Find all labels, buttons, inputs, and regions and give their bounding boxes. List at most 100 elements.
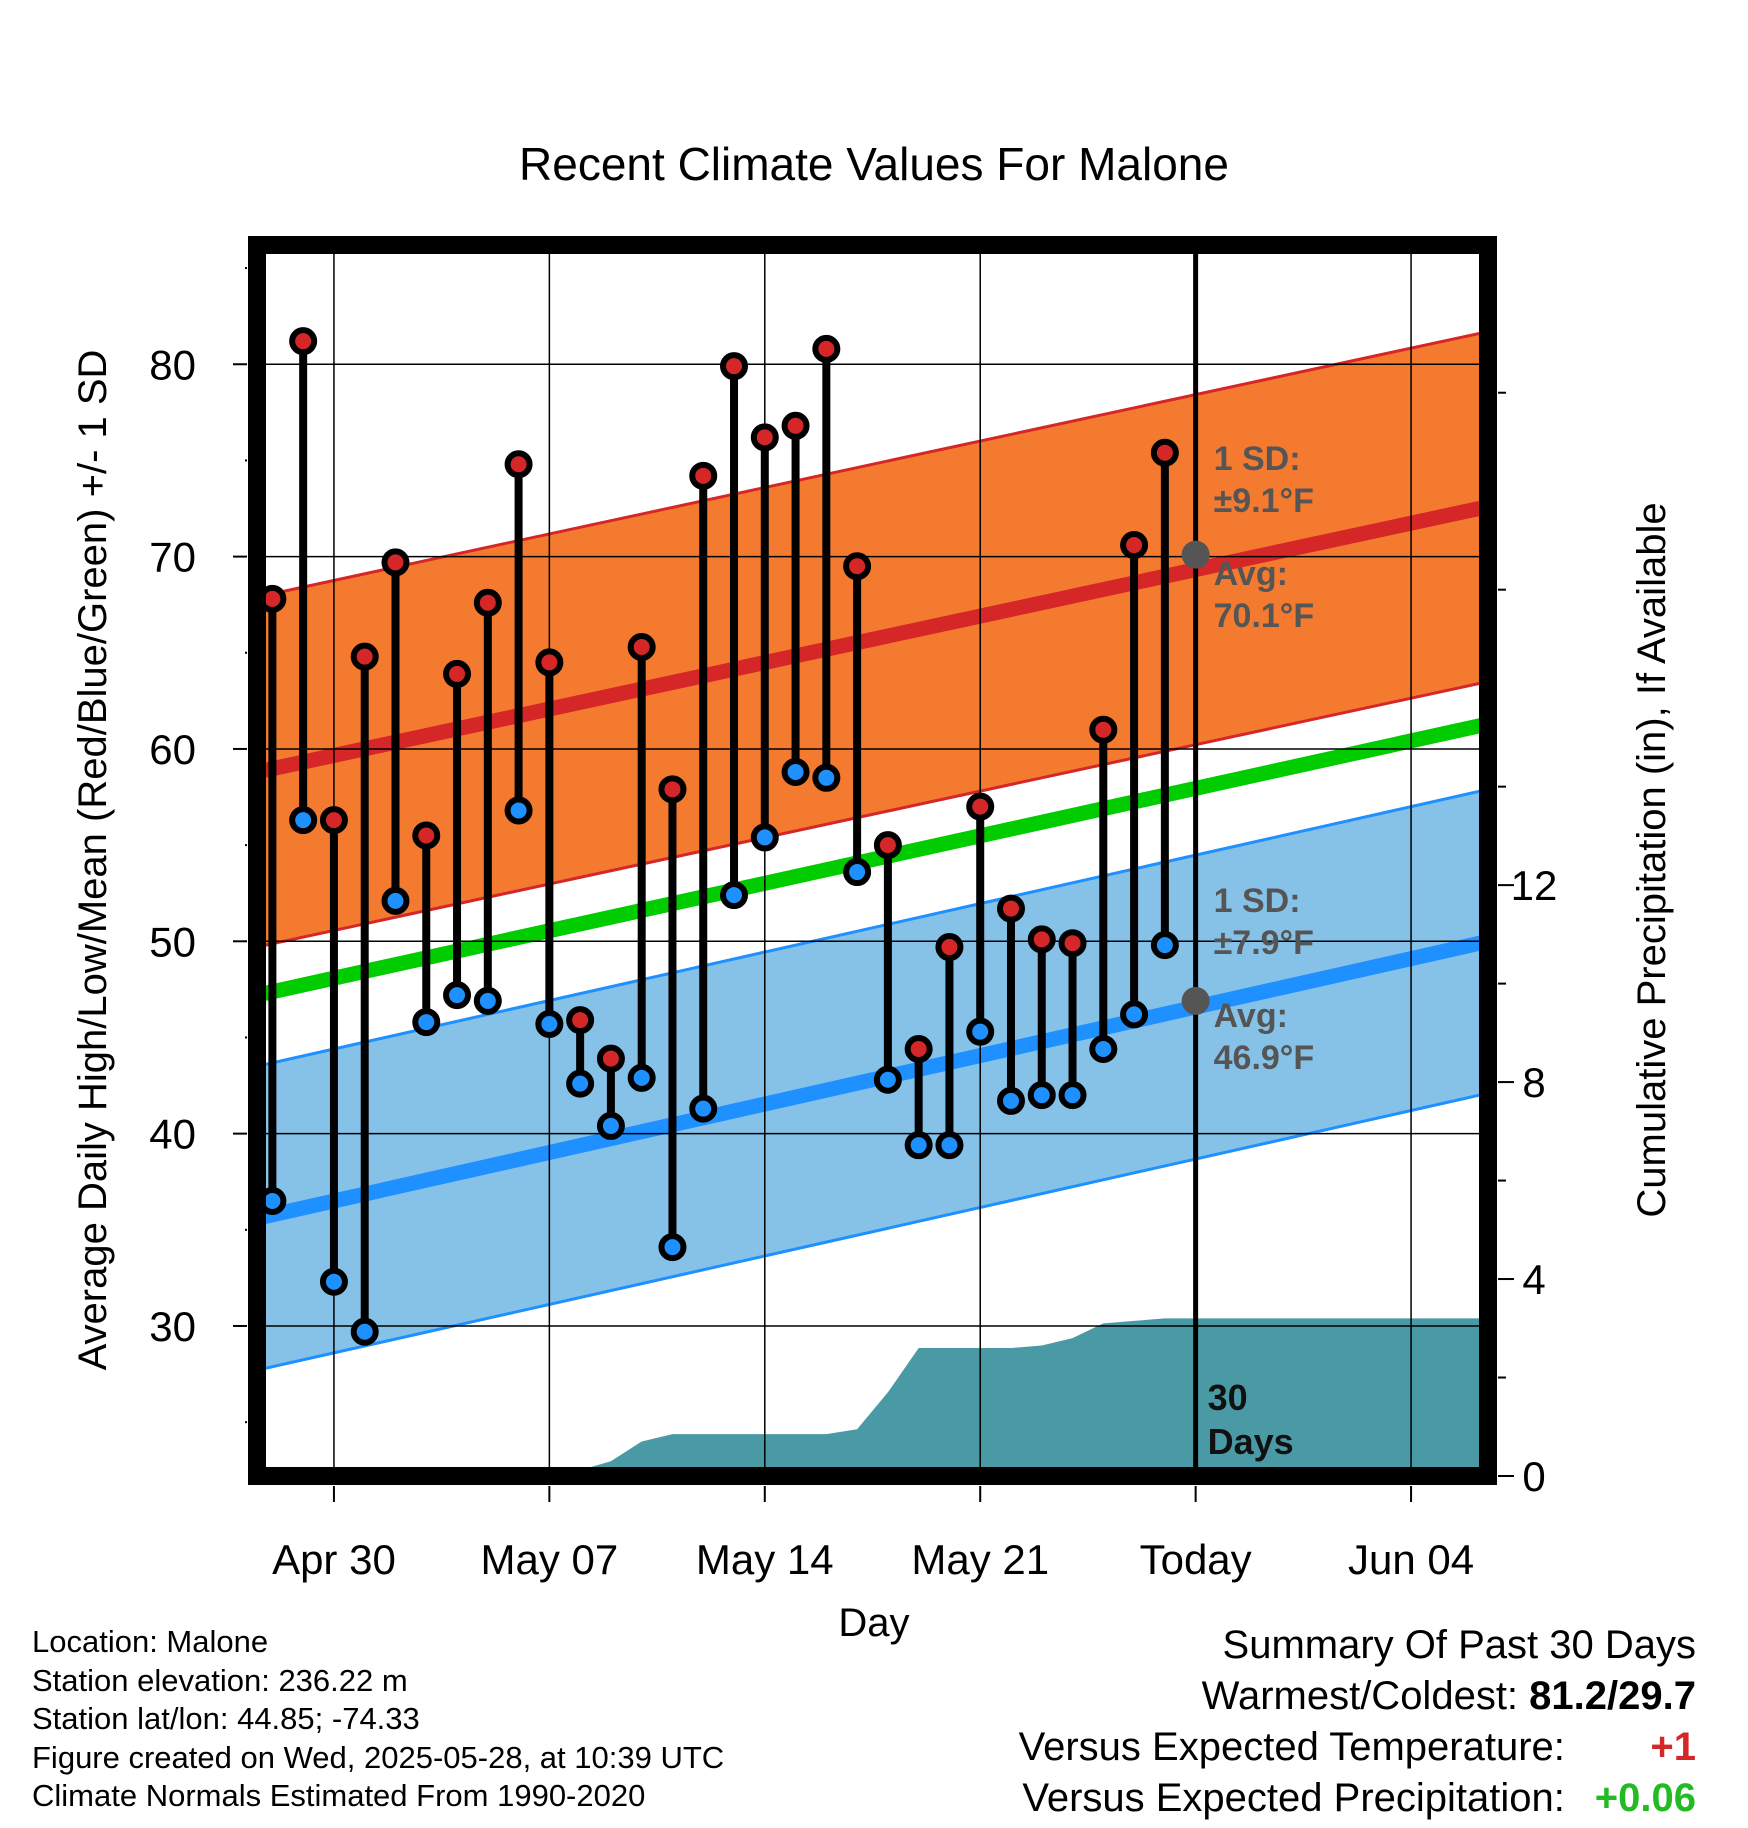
precip-area: [257, 1318, 1488, 1476]
y-tick-label: 40: [149, 1111, 196, 1158]
x-tick-label: Jun 04: [1348, 1536, 1474, 1583]
daily-high-point: [596, 1044, 625, 1073]
daily-high-point: [873, 831, 902, 860]
high-avg-label-1: Avg:: [1214, 555, 1288, 593]
daily-low-point: [566, 1069, 595, 1098]
x-tick-label: Today: [1140, 1536, 1252, 1583]
precip-label: Versus Expected Precipitation:: [1022, 1776, 1565, 1820]
latlon-text: Station lat/lon: 44.85; -74.33: [32, 1701, 420, 1736]
created-text: Figure created on Wed, 2025-05-28, at 10…: [32, 1739, 725, 1775]
daily-high-point: [843, 552, 872, 581]
y2-axis-label: Cumulative Precipitation (in), If Availa…: [1630, 502, 1674, 1217]
high-sd-lower-line: [257, 680, 1488, 949]
daily-low-point: [381, 886, 410, 915]
high-sd-label-1: 1 SD:: [1214, 440, 1301, 478]
today-days-label: 30: [1208, 1377, 1248, 1418]
summary-precip: Versus Expected Precipitation: +0.06: [1019, 1773, 1696, 1824]
summary-title: Summary Of Past 30 Days: [1222, 1623, 1696, 1667]
summary-panel: Summary Of Past 30 Days Warmest/Coldest:…: [1019, 1620, 1696, 1824]
daily-high-point: [412, 821, 441, 850]
daily-low-point: [873, 1065, 902, 1094]
y2-tick-label: 0: [1522, 1453, 1545, 1500]
chart-title: Recent Climate Values For Malone: [519, 138, 1229, 190]
daily-low-point: [996, 1086, 1025, 1115]
normal-mean-line: [257, 716, 1488, 1003]
elevation-text: Station elevation: 236.22 m: [32, 1662, 408, 1698]
low-sd-upper-line: [257, 787, 1488, 1068]
daily-high-point: [781, 411, 810, 440]
summary-warm-cold: Warmest/Coldest: 81.2/29.7: [1019, 1671, 1696, 1722]
daily-high-point: [935, 933, 964, 962]
daily-low-point: [966, 1017, 995, 1046]
daily-high-point: [966, 792, 995, 821]
daily-low-point: [1120, 1000, 1149, 1029]
daily-high-point: [720, 352, 749, 381]
daily-high-point: [350, 642, 379, 671]
low-avg-label-1: Avg:: [1214, 997, 1288, 1035]
daily-low-point: [627, 1063, 656, 1092]
normals-text: Climate Normals Estimated From 1990-2020: [32, 1778, 646, 1813]
y2-tick-label: 8: [1522, 1059, 1545, 1106]
daily-high-point: [443, 659, 472, 688]
plot-inner: 1 SD: ±9.1°F Avg: 70.1°F 1 SD: ±7.9°F Avg: 46.9…: [257, 245, 1488, 1476]
summary-temp: Versus Expected Temperature: +1: [1019, 1722, 1696, 1773]
daily-high-point: [381, 548, 410, 577]
x-tick-label: Apr 30: [272, 1536, 396, 1583]
daily-high-point: [289, 327, 318, 356]
low-sd-lower-line: [257, 1091, 1488, 1372]
daily-low-point: [473, 986, 502, 1015]
plot-frame: [248, 236, 1497, 1485]
y-tick-label: 60: [149, 726, 196, 773]
x-tick-label: May 07: [480, 1536, 618, 1583]
high-avg-label-2: 70.1°F: [1214, 597, 1315, 635]
daily-high-point: [750, 423, 779, 452]
daily-high-point: [658, 775, 687, 804]
low-avg-label-2: 46.9°F: [1214, 1039, 1315, 1077]
high-sd-label-2: ±9.1°F: [1214, 482, 1314, 520]
daily-low-point: [843, 858, 872, 887]
temp-value: +1: [1650, 1725, 1696, 1769]
daily-low-point: [535, 1009, 564, 1038]
daily-low-point: [781, 758, 810, 787]
today-days-label: Days: [1208, 1421, 1294, 1462]
y-axis-label: Average Daily High/Low/Mean (Red/Blue/Gr…: [71, 350, 115, 1371]
x-axis-label: Day: [838, 1601, 909, 1645]
y-tick-label: 80: [149, 341, 196, 388]
today-low-avg-marker: [1181, 986, 1210, 1015]
daily-high-point: [473, 588, 502, 617]
daily-low-point: [658, 1233, 687, 1262]
daily-high-point: [1027, 925, 1056, 954]
daily-low-point: [596, 1111, 625, 1140]
daily-high-point: [535, 648, 564, 677]
daily-low-point: [1150, 931, 1179, 960]
daily-low-point: [1089, 1034, 1118, 1063]
location-text: Location: Malone: [32, 1624, 269, 1659]
daily-high-point: [812, 334, 841, 363]
temp-label: Versus Expected Temperature:: [1018, 1725, 1565, 1769]
x-tick-label: May 21: [911, 1536, 1049, 1583]
daily-high-point: [566, 1006, 595, 1035]
daily-low-point: [350, 1317, 379, 1346]
daily-high-point: [1089, 715, 1118, 744]
daily-high-point: [689, 461, 718, 490]
daily-low-point: [319, 1267, 348, 1296]
daily-high-point: [1150, 438, 1179, 467]
daily-high-point: [1120, 531, 1149, 560]
y2-tick-label: 12: [1511, 862, 1558, 909]
normal-high-line: [257, 499, 1488, 780]
daily-low-point: [904, 1131, 933, 1160]
daily-low-point: [1058, 1081, 1087, 1110]
precip-value: +0.06: [1594, 1776, 1696, 1820]
low-sd-label-2: ±7.9°F: [1214, 924, 1314, 962]
y-tick-label: 30: [149, 1303, 196, 1350]
daily-low-point: [412, 1008, 441, 1037]
warm-cold-label: Warmest/Coldest:: [1201, 1674, 1519, 1718]
high-sd-upper-line: [257, 330, 1488, 599]
x-tick-label: May 14: [696, 1536, 834, 1583]
low-sd-label-1: 1 SD:: [1214, 882, 1301, 920]
warm-cold-value: 81.2/29.7: [1529, 1674, 1696, 1718]
daily-low-point: [935, 1131, 964, 1160]
station-info: Location: Malone Station elevation: 236.…: [32, 1623, 724, 1816]
daily-low-point: [720, 881, 749, 910]
